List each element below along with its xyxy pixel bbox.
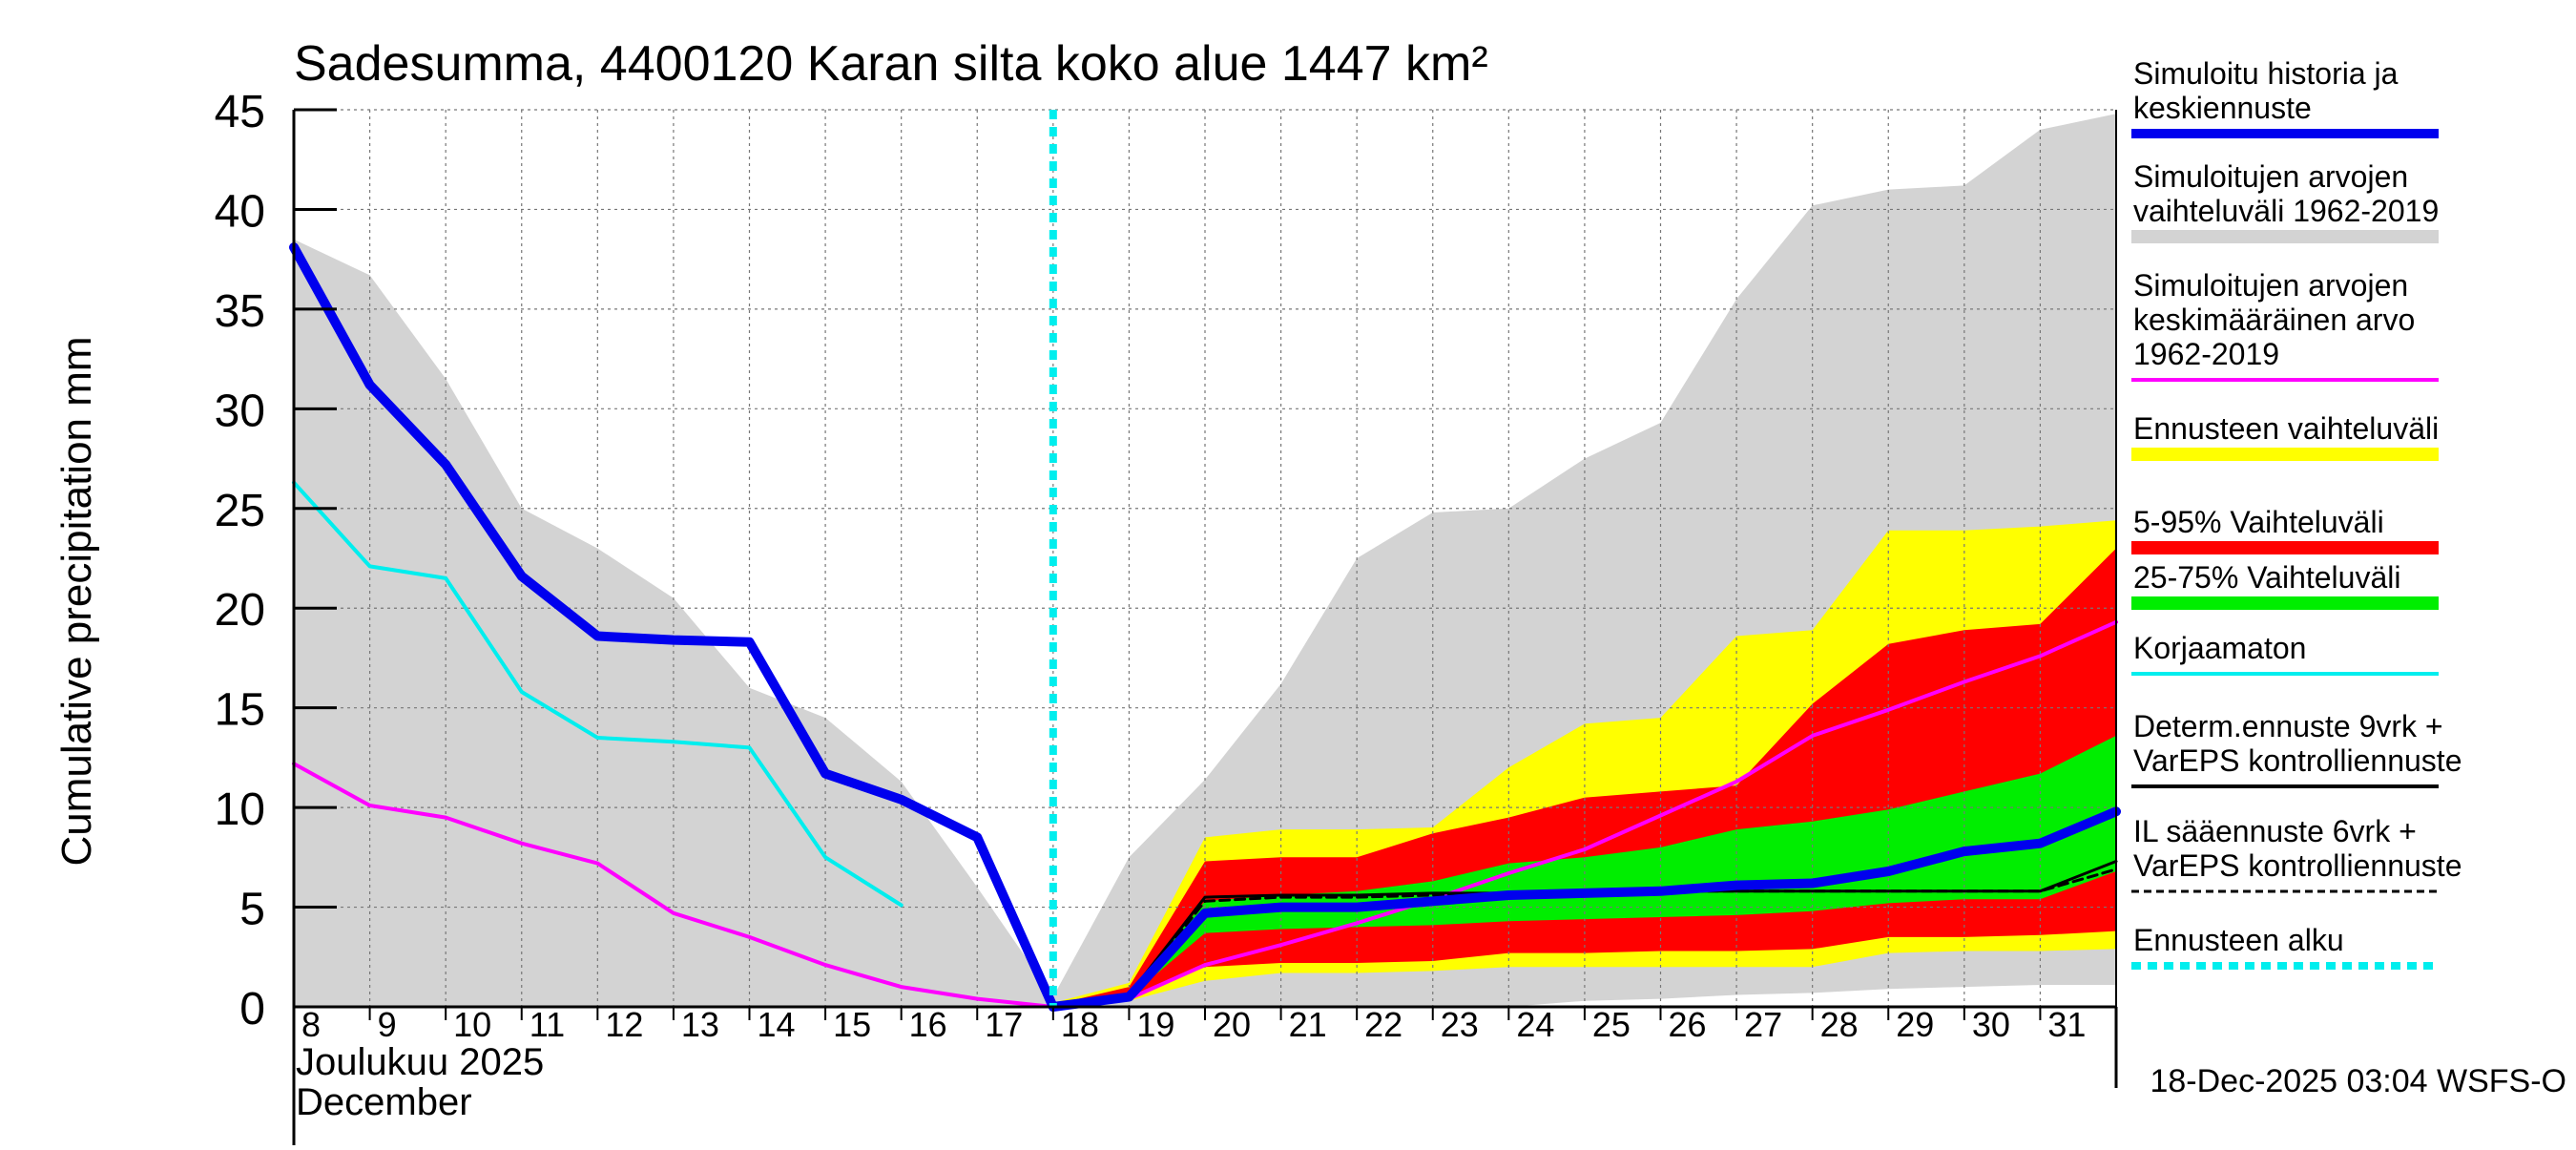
x-tick-label: 29 bbox=[1896, 1005, 1934, 1044]
series-uncorrected bbox=[292, 480, 904, 908]
x-tick-label: 15 bbox=[833, 1005, 871, 1044]
legend-label: Korjaamaton bbox=[2133, 631, 2306, 665]
x-axis-month-label-en: December bbox=[296, 1081, 472, 1123]
legend-label: Determ.ennuste 9vrk + bbox=[2133, 709, 2443, 743]
x-tick-label: 17 bbox=[985, 1005, 1023, 1044]
x-tick-label: 23 bbox=[1441, 1005, 1479, 1044]
legend-label: VarEPS kontrolliennuste bbox=[2133, 848, 2462, 883]
legend-label: 5-95% Vaihteluväli bbox=[2133, 505, 2384, 539]
legend-label: keskimääräinen arvo bbox=[2133, 303, 2415, 337]
legend-label: keskiennuste bbox=[2133, 91, 2312, 125]
x-tick-label: 10 bbox=[453, 1005, 491, 1044]
x-tick-label: 14 bbox=[758, 1005, 796, 1044]
x-tick-label: 21 bbox=[1289, 1005, 1327, 1044]
axes: 0 5 10 15 20 25 30 35 40 45 8 9 10 11 12 13 14 15 16 17 18 19… bbox=[215, 87, 2118, 1145]
y-tick-label: 15 bbox=[215, 685, 265, 736]
legend-item-il: IL sääennuste 6vrk + VarEPS kontrollienn… bbox=[2131, 814, 2462, 893]
x-tick-label: 12 bbox=[605, 1005, 643, 1044]
x-tick-label: 11 bbox=[530, 1005, 565, 1044]
legend-label: Ennusteen alku bbox=[2133, 923, 2344, 957]
legend-label: Simuloitujen arvojen bbox=[2133, 268, 2408, 303]
legend-item-determ: Determ.ennuste 9vrk +VarEPS kontrollienn… bbox=[2131, 709, 2462, 788]
legend-label: IL sääennuste 6vrk + bbox=[2133, 814, 2417, 848]
x-tick-label: 22 bbox=[1364, 1005, 1402, 1044]
x-tick-label: 26 bbox=[1669, 1005, 1707, 1044]
x-tick-label: 18 bbox=[1061, 1005, 1099, 1044]
legend-item-forecast-range: Ennusteen vaihteluväli bbox=[2131, 411, 2439, 461]
legend-label: VarEPS kontrolliennuste bbox=[2133, 743, 2462, 778]
footer-timestamp: 18-Dec-2025 03:04 WSFS-O bbox=[2150, 1063, 2566, 1099]
plot-lines bbox=[289, 110, 2121, 1012]
x-axis-month-label: Joulukuu 2025 bbox=[296, 1041, 544, 1083]
grid bbox=[293, 109, 2116, 1008]
x-tick-label: 28 bbox=[1820, 1005, 1859, 1044]
x-tick-label: 25 bbox=[1592, 1005, 1631, 1044]
band-25-75 bbox=[1052, 735, 2116, 1007]
legend-item-forecast-start: Ennusteen alku bbox=[2131, 923, 2439, 970]
x-tick-label: 8 bbox=[301, 1005, 321, 1044]
legend-label: 25-75% Vaihteluväli bbox=[2133, 560, 2400, 595]
legend-label: Ennusteen vaihteluväli bbox=[2133, 411, 2439, 446]
legend-label: Simuloitujen arvojen bbox=[2133, 159, 2408, 194]
x-tick-label: 9 bbox=[378, 1005, 397, 1044]
x-tick-label: 24 bbox=[1516, 1005, 1554, 1044]
x-tick-label: 19 bbox=[1136, 1005, 1174, 1044]
y-axis-label: Cumulative precipitation mm bbox=[53, 336, 100, 866]
x-tick-label: 30 bbox=[1972, 1005, 2010, 1044]
y-tick-label: 35 bbox=[215, 286, 265, 337]
y-tick-label: 20 bbox=[215, 585, 265, 636]
y-tick-label: 30 bbox=[215, 386, 265, 436]
x-tick-label: 13 bbox=[681, 1005, 719, 1044]
chart-title: Sadesumma, 4400120 Karan silta koko alue… bbox=[294, 36, 1488, 92]
legend-label: 1962-2019 bbox=[2133, 337, 2279, 371]
y-tick-label: 5 bbox=[239, 885, 265, 935]
legend-label: Simuloitu historia ja bbox=[2133, 56, 2399, 91]
x-tick-label: 16 bbox=[909, 1005, 947, 1044]
series-history bbox=[289, 242, 2121, 1012]
legend-item-p5-95: 5-95% Vaihteluväli bbox=[2131, 505, 2439, 554]
y-tick-label: 25 bbox=[215, 486, 265, 536]
x-tick-label: 20 bbox=[1213, 1005, 1251, 1044]
y-tick-label: 40 bbox=[215, 186, 265, 237]
y-tick-label: 45 bbox=[215, 87, 265, 137]
y-tick-label: 0 bbox=[239, 984, 265, 1035]
legend-item-uncorrected: Korjaamaton bbox=[2131, 631, 2439, 676]
series-sim-mean bbox=[292, 619, 2118, 1009]
y-tick-label: 10 bbox=[215, 784, 265, 835]
legend: Simuloitu historia jakeskiennusteSimuloi… bbox=[2131, 56, 2462, 970]
x-tick-label: 27 bbox=[1744, 1005, 1782, 1044]
legend-label: vaihteluväli 1962-2019 bbox=[2133, 194, 2439, 228]
x-tick-label: 31 bbox=[2047, 1005, 2086, 1044]
legend-item-p25-75: 25-75% Vaihteluväli bbox=[2131, 560, 2439, 610]
